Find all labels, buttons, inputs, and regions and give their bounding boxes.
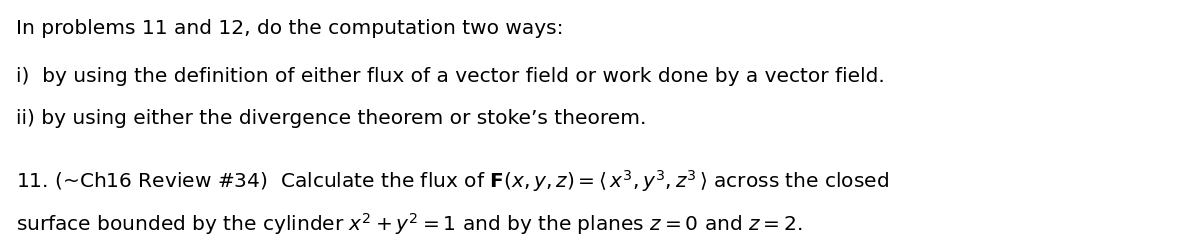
Text: 11. (~Ch16 Review #34)  Calculate the flux of $\mathbf{F}(x, y, z) = \langle\, x: 11. (~Ch16 Review #34) Calculate the flu… [16,168,889,194]
Text: ii) by using either the divergence theorem or stoke’s theorem.: ii) by using either the divergence theor… [16,109,646,129]
Text: In problems 11 and 12, do the computation two ways:: In problems 11 and 12, do the computatio… [16,19,563,38]
Text: i)  by using the definition of either flux of a vector field or work done by a v: i) by using the definition of either flu… [16,67,884,86]
Text: surface bounded by the cylinder $x^2 + y^2 = 1$ and by the planes $z = 0$ and $z: surface bounded by the cylinder $x^2 + y… [16,211,803,237]
